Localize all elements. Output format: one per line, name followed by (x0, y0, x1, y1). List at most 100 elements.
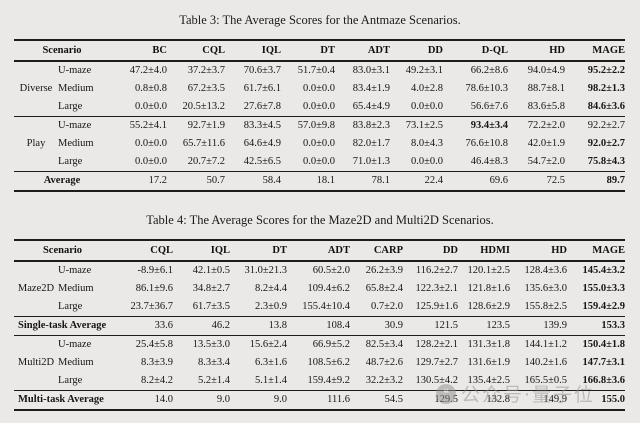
score-cell: 6.3±1.6 (255, 357, 288, 369)
average-score-cell: 33.6 (111, 316, 174, 336)
score-cell: 61.7±6.1 (243, 83, 282, 95)
score-cell: 27.6±7.8 (243, 101, 282, 113)
score-cell: 67.2±3.5 (187, 83, 226, 95)
average-label: Single-task Average (14, 316, 112, 336)
score-cell: 5.1±1.4 (255, 375, 288, 387)
score-cell: 131.3±1.8 (458, 335, 511, 354)
average-row: Single-task Average 33.6 46.2 13.8 108.4 30.9… (14, 316, 626, 336)
average-score-cell: 22.4 (390, 171, 444, 191)
table3-caption: Table 3: The Average Scores for the Antm… (179, 13, 461, 27)
scenario-sub-label: U-maze (58, 116, 111, 135)
score-cell: 166.8±3.6 (582, 375, 626, 387)
score-cell: 8.2±4.4 (255, 283, 288, 295)
score-cell: 83.8±2.3 (335, 116, 391, 135)
score-cell: 66.9±5.2 (287, 335, 351, 354)
average-score-cell: 155.0 (567, 390, 626, 410)
score-cell: 15.6±2.4 (230, 335, 288, 354)
table-row: Large 23.7±36.7 61.7±3.5 2.3±0.9 155.4±10.4 0… (14, 298, 625, 317)
score-cell: 84.6±3.6 (587, 101, 626, 113)
column-header: HD (551, 244, 568, 256)
score-cell: 122.3±2.1 (415, 283, 459, 295)
average-score-cell: 30.9 (350, 316, 404, 336)
score-cell: 42.0±1.9 (527, 138, 566, 150)
scenario-sub-label: Large (58, 156, 83, 168)
average-score-cell: 132.8 (458, 390, 511, 410)
table-row: Maze2D U-maze -8.9±6.1 42.1±0.5 31.0±21.3 60.… (14, 261, 625, 294)
score-cell: 125.9±1.6 (415, 301, 459, 313)
average-score-cell: 58.4 (225, 171, 282, 191)
scenario-group-label: Diverse (19, 83, 53, 95)
header-row: Scenario BC CQL IQL DT ADT DD D-QL HD MAGE (14, 40, 626, 61)
score-cell: 42.5±6.5 (243, 156, 282, 168)
score-cell: 92.7±1.9 (167, 116, 226, 135)
average-score-cell: 13.8 (230, 316, 288, 336)
score-cell: 73.1±2.5 (390, 116, 444, 135)
score-cell: 61.7±3.5 (192, 301, 231, 313)
score-cell: 75.8±4.3 (587, 156, 626, 168)
score-cell: 37.2±3.7 (187, 65, 226, 77)
score-cell: 0.0±0.0 (135, 101, 168, 113)
column-header: IQL (261, 44, 282, 56)
scenario-sub-label: Medium (58, 83, 94, 95)
scenario-header: Scenario (42, 244, 83, 256)
score-cell: 128.4±3.6 (524, 265, 568, 277)
score-cell: 140.2±1.6 (524, 357, 568, 369)
scenario-group-label: Maze2D (17, 283, 55, 295)
score-cell: 49.2±3.1 (405, 65, 444, 77)
score-cell: 34.8±2.7 (192, 283, 231, 295)
table-row: Medium 8.3±3.9 8.3±3.4 6.3±1.6 108.5±6.2 48.7… (14, 354, 625, 372)
column-header: IQL (210, 244, 231, 256)
score-cell: 82.0±1.7 (352, 138, 391, 150)
score-cell: 147.7±3.1 (582, 357, 626, 369)
average-score-cell: 50.7 (167, 171, 226, 191)
score-cell: 47.2±4.0 (129, 65, 168, 77)
score-cell: 20.5±13.2 (182, 101, 226, 113)
table-row: Medium 86.1±9.6 34.8±2.7 8.2±4.4 109.4±6.2 65… (14, 280, 625, 298)
average-score-cell: 111.6 (287, 390, 351, 410)
average-score-cell: 129.5 (403, 390, 459, 410)
table4-body: Maze2D U-maze -8.9±6.1 42.1±0.5 31.0±21.3 60.… (14, 261, 626, 410)
score-cell: 155.4±10.4 (302, 301, 351, 313)
score-cell: 159.4±2.9 (582, 301, 626, 313)
scenario-sub-label: U-maze (58, 65, 92, 77)
column-header: MAGE (592, 44, 626, 56)
score-cell: 0.0±0.0 (411, 101, 444, 113)
table4-header: Scenario CQL IQL DT ADT CARP DD HDMI HD MAGE (14, 240, 626, 261)
score-cell: 8.0±4.3 (411, 138, 444, 150)
score-cell: 0.0±0.0 (303, 83, 336, 95)
average-score-cell: 89.7 (565, 171, 626, 191)
score-cell: 0.0±0.0 (411, 156, 444, 168)
average-score-cell: 78.1 (335, 171, 391, 191)
score-cell: 135.6±3.0 (524, 283, 568, 295)
average-score-cell: 149.9 (510, 390, 568, 410)
score-cell: 94.0±4.9 (527, 65, 566, 77)
score-cell: 92.2±2.7 (565, 116, 626, 135)
score-cell: 32.2±3.2 (365, 375, 404, 387)
table-row: Play U-maze 55.2±4.1 92.7±1.9 83.3±4.5 57.0±9… (14, 116, 626, 172)
column-header: CARP (373, 244, 404, 256)
score-cell: 42.1±0.5 (192, 265, 231, 277)
page: Table 3: The Average Scores for the Antm… (14, 13, 626, 411)
average-score-cell: 153.3 (567, 316, 626, 336)
score-cell: 20.7±7.2 (187, 156, 226, 168)
score-cell: 121.8±1.6 (467, 283, 511, 295)
score-cell: 92.0±2.7 (587, 138, 626, 150)
column-header: HD (549, 44, 566, 56)
score-cell: 0.0±0.0 (303, 138, 336, 150)
average-score-cell: 17.2 (110, 171, 168, 191)
average-score-cell: 9.0 (173, 390, 231, 410)
score-cell: 0.0±0.0 (135, 156, 168, 168)
column-header: MAGE (592, 244, 626, 256)
score-cell: 13.5±3.0 (173, 335, 231, 354)
scenario-sub-label: Medium (58, 138, 94, 150)
table-row: Diverse U-maze 47.2±4.0 37.2±3.7 70.6±3.7 51.… (14, 61, 625, 94)
score-cell: 70.6±3.7 (243, 65, 282, 77)
score-cell: 65.8±2.4 (365, 283, 404, 295)
score-cell: 8.3±3.4 (198, 357, 231, 369)
scenario-sub-label: U-maze (58, 335, 112, 354)
average-score-cell: 139.9 (510, 316, 568, 336)
score-cell: 46.4±8.3 (470, 156, 509, 168)
score-cell: 83.0±3.1 (352, 65, 391, 77)
score-cell: 130.5±4.2 (415, 375, 459, 387)
score-cell: 8.2±4.2 (141, 375, 174, 387)
